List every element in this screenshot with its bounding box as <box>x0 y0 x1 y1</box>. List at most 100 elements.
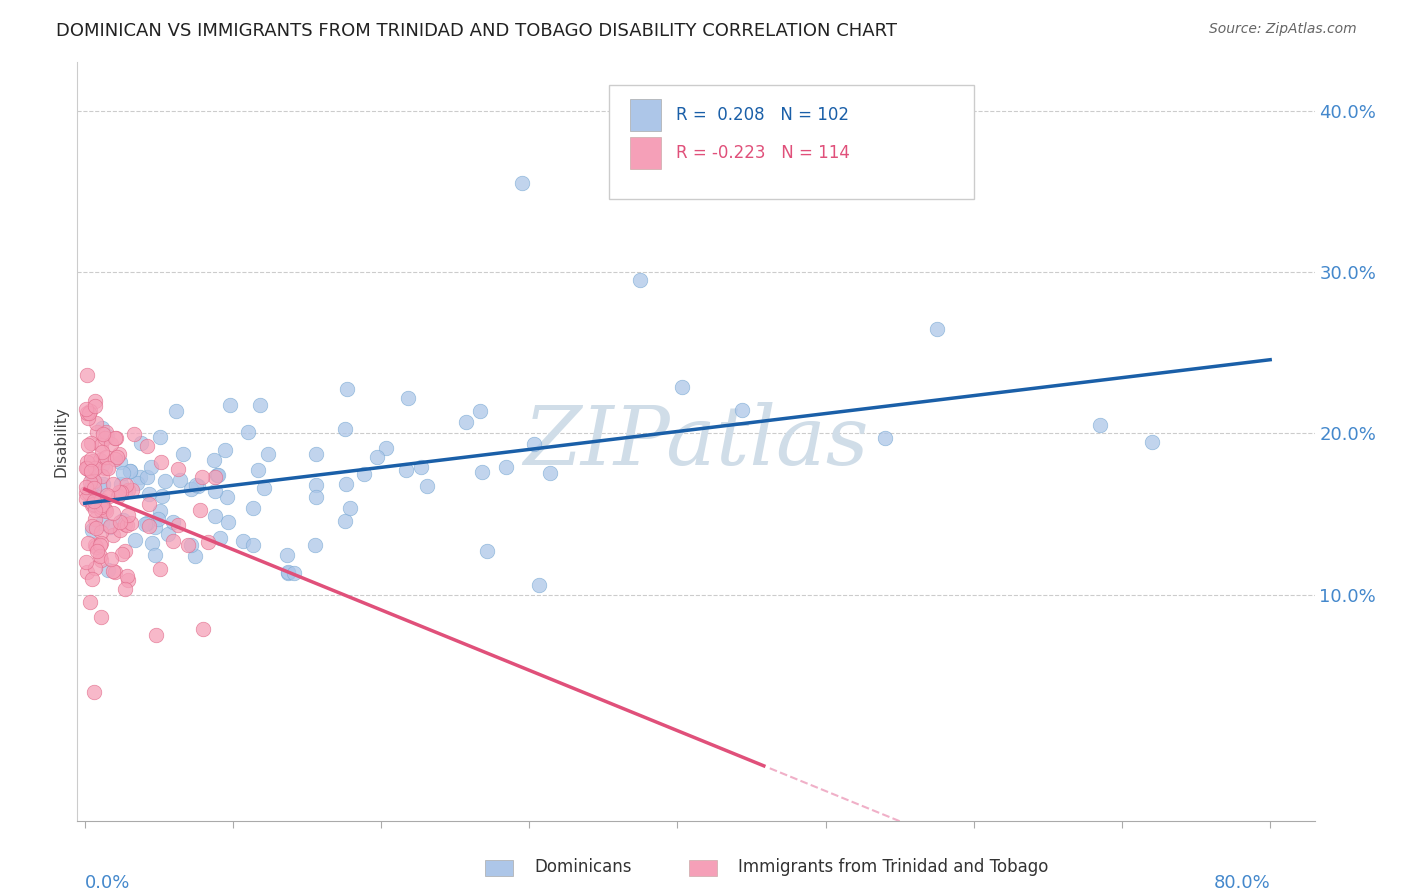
Point <box>475 543 498 558</box>
Point <box>84 394 107 409</box>
Point <box>470 404 492 418</box>
Point <box>76 454 98 468</box>
Point <box>104 431 127 445</box>
Point <box>105 450 128 464</box>
Point <box>84 560 107 574</box>
Point <box>80 498 103 512</box>
Point <box>138 497 160 511</box>
Point <box>114 478 136 492</box>
Point <box>191 469 214 483</box>
Point <box>339 501 361 516</box>
Point <box>162 534 184 549</box>
Point <box>84 417 107 431</box>
Point <box>242 500 264 515</box>
Point <box>91 458 114 472</box>
Point <box>100 551 122 566</box>
Point <box>77 462 100 476</box>
Point <box>82 454 104 468</box>
Point <box>80 518 103 533</box>
Point <box>101 476 124 491</box>
Point <box>396 392 419 406</box>
Point <box>83 494 105 508</box>
Point <box>91 426 114 441</box>
Point <box>283 566 305 580</box>
Point <box>156 526 179 541</box>
Point <box>129 436 152 450</box>
Point <box>104 565 127 579</box>
Point <box>204 508 226 523</box>
Point <box>111 547 134 561</box>
Point <box>108 485 131 500</box>
FancyBboxPatch shape <box>630 136 661 169</box>
Point <box>76 565 98 579</box>
Text: R =  0.208   N = 102: R = 0.208 N = 102 <box>676 106 849 124</box>
Text: DOMINICAN VS IMMIGRANTS FROM TRINIDAD AND TOBAGO DISABILITY CORRELATION CHART: DOMINICAN VS IMMIGRANTS FROM TRINIDAD AN… <box>56 22 897 40</box>
Point <box>90 502 112 516</box>
Text: ZIPatlas: ZIPatlas <box>523 401 869 482</box>
Point <box>79 475 101 489</box>
Point <box>76 411 98 425</box>
Point <box>138 518 160 533</box>
Point <box>1088 418 1111 433</box>
Point <box>110 477 132 491</box>
Point <box>115 518 138 533</box>
Point <box>353 467 375 482</box>
Point <box>125 475 148 490</box>
Point <box>120 464 142 478</box>
Point <box>139 459 162 474</box>
Point <box>103 506 125 520</box>
Point <box>80 435 103 450</box>
Point <box>84 538 107 552</box>
Point <box>121 483 143 497</box>
Point <box>217 516 239 530</box>
Point <box>409 460 432 475</box>
Point <box>167 462 190 476</box>
Point <box>75 402 97 417</box>
Point <box>89 479 111 493</box>
Point <box>115 569 138 583</box>
Point <box>76 460 98 475</box>
Point <box>107 447 129 461</box>
Point <box>94 461 117 475</box>
Point <box>77 438 100 452</box>
Point <box>304 538 326 552</box>
Point <box>136 439 159 453</box>
Point <box>122 426 145 441</box>
Point <box>249 399 271 413</box>
Point <box>538 466 561 480</box>
Point <box>96 488 118 502</box>
Point <box>76 368 98 382</box>
Point <box>395 463 418 477</box>
Point <box>90 500 112 515</box>
Point <box>138 487 160 501</box>
Point <box>97 563 120 577</box>
Point <box>495 460 517 475</box>
Point <box>731 403 754 417</box>
Point <box>107 489 129 503</box>
Point <box>98 520 121 534</box>
Point <box>82 468 104 483</box>
Point <box>101 527 124 541</box>
Point <box>136 470 159 484</box>
Point <box>90 553 112 567</box>
Point <box>110 484 132 499</box>
Point <box>207 468 229 483</box>
Point <box>84 512 107 526</box>
Point <box>79 451 101 466</box>
Point <box>145 628 167 642</box>
Point <box>276 548 298 562</box>
Point <box>90 469 112 483</box>
Point <box>77 486 100 500</box>
Point <box>375 441 398 455</box>
Point <box>91 499 114 513</box>
Point <box>90 493 112 508</box>
Point <box>214 443 236 458</box>
Point <box>77 406 100 420</box>
Point <box>232 533 254 548</box>
Point <box>257 447 280 461</box>
Point <box>105 431 128 445</box>
Point <box>205 467 228 482</box>
Point <box>114 517 136 532</box>
Point <box>89 538 111 552</box>
Point <box>335 476 357 491</box>
